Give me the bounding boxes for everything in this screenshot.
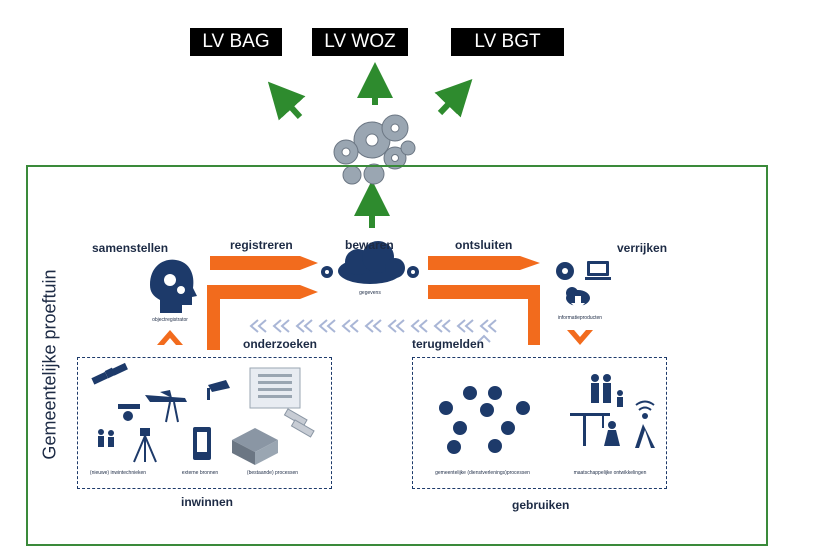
output-lv-bag: LV BAG [190,28,282,56]
arrow-inwinnen-up [207,285,318,350]
cloud-icon [338,241,405,284]
label-gebruiken: gebruiken [512,498,570,512]
green-arrows [267,62,473,228]
label-verrijken: verrijken [617,241,668,255]
caption-gegevens: gegevens [359,290,381,296]
label-samenstellen: samenstellen [92,241,169,255]
inwinnen-icons [91,362,315,465]
output-lv-bgt: LV BGT [451,28,564,56]
arrow-terugmelden-down [428,285,540,345]
output-lv-woz: LV WOZ [312,28,408,56]
gears-icon [333,114,416,185]
arrow-to-bag [267,81,306,121]
small-gear-icons [321,266,419,278]
side-title: Gemeentelijke proeftuin [39,269,60,460]
head-gears-icon [150,259,197,313]
arrow-registreren [210,256,318,270]
label-inwinnen: inwinnen [181,495,233,509]
label-onderzoeken: onderzoeken [243,337,318,351]
proeftuin-frame [26,165,768,546]
label-bewaren: bewaren [345,238,394,252]
chevron-arrows [249,319,497,343]
arrow-up-samenstellen [157,330,183,345]
arrow-down-verrijken [567,330,593,345]
caption-dienstverlening: gemeentelijke (dienstverlenings)processe… [435,470,530,476]
label-ontsluiten: ontsluiten [455,238,513,252]
arrow-to-bgt [434,78,473,118]
caption-objectregistrator: objectregistrator [152,317,188,323]
verrijken-icons [556,261,611,310]
orange-flows [157,256,593,350]
arrow-ontsluiten [428,256,540,270]
caption-processen: (bestaande) processen [246,470,299,476]
caption-inwintechnieken: (nieuwe) inwintechnieken [89,470,147,476]
gebruiken-box [412,357,667,489]
gebruiken-gears [439,386,530,454]
caption-externe-bronnen: externe bronnen [181,470,219,476]
label-registreren: registreren [230,238,293,252]
caption-informatieproducten: informatieproducten [557,315,603,321]
gebruiken-dev-icons [570,374,655,448]
label-terugmelden: terugmelden [412,337,485,351]
inwinnen-box [77,357,332,489]
caption-ontwikkelingen: maatschappelijke ontwikkelingen [573,470,647,476]
